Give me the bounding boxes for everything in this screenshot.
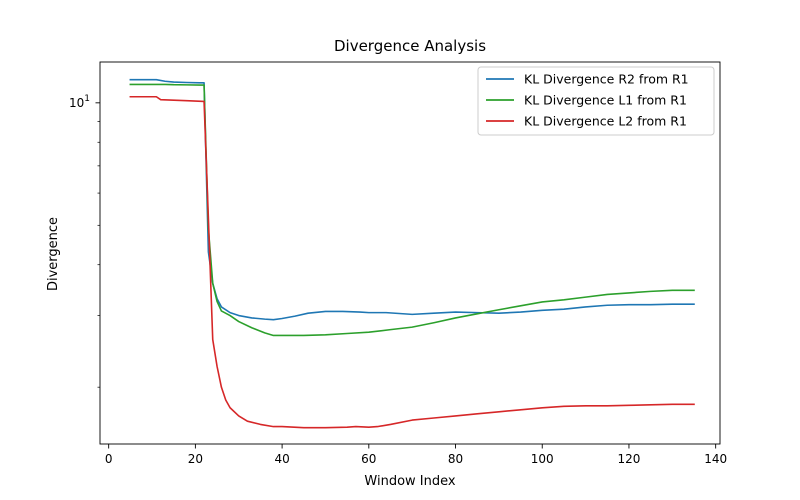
legend-entry-1: KL Divergence R2 from R1 (524, 72, 689, 87)
plot-frame (99, 61, 721, 445)
axes: 0 20 40 60 80 100 120 140 101 (69, 61, 727, 466)
y-tick-label: 101 (69, 94, 90, 110)
x-tick-label: 20 (188, 452, 203, 466)
x-tick-label: 140 (704, 452, 727, 466)
x-tick-label: 40 (274, 452, 289, 466)
x-tick-label: 60 (361, 452, 376, 466)
series-line-3 (129, 95, 695, 429)
series-lines (129, 78, 695, 429)
x-tick-label: 80 (448, 452, 463, 466)
legend: KL Divergence R2 from R1 KL Divergence L1… (477, 66, 715, 136)
chart-title: Divergence Analysis (334, 37, 486, 55)
x-tick-label: 100 (531, 452, 554, 466)
x-tick-label: 120 (617, 452, 640, 466)
legend-entry-2: KL Divergence L1 from R1 (524, 93, 687, 108)
series-line-2 (129, 83, 695, 337)
series-line-1 (129, 78, 695, 321)
x-axis-label: Window Index (364, 474, 455, 489)
legend-entry-3: KL Divergence L2 from R1 (524, 114, 687, 129)
x-tick-label: 0 (105, 452, 113, 466)
y-axis-label: Divergence (46, 217, 61, 291)
legend-box (477, 66, 715, 136)
